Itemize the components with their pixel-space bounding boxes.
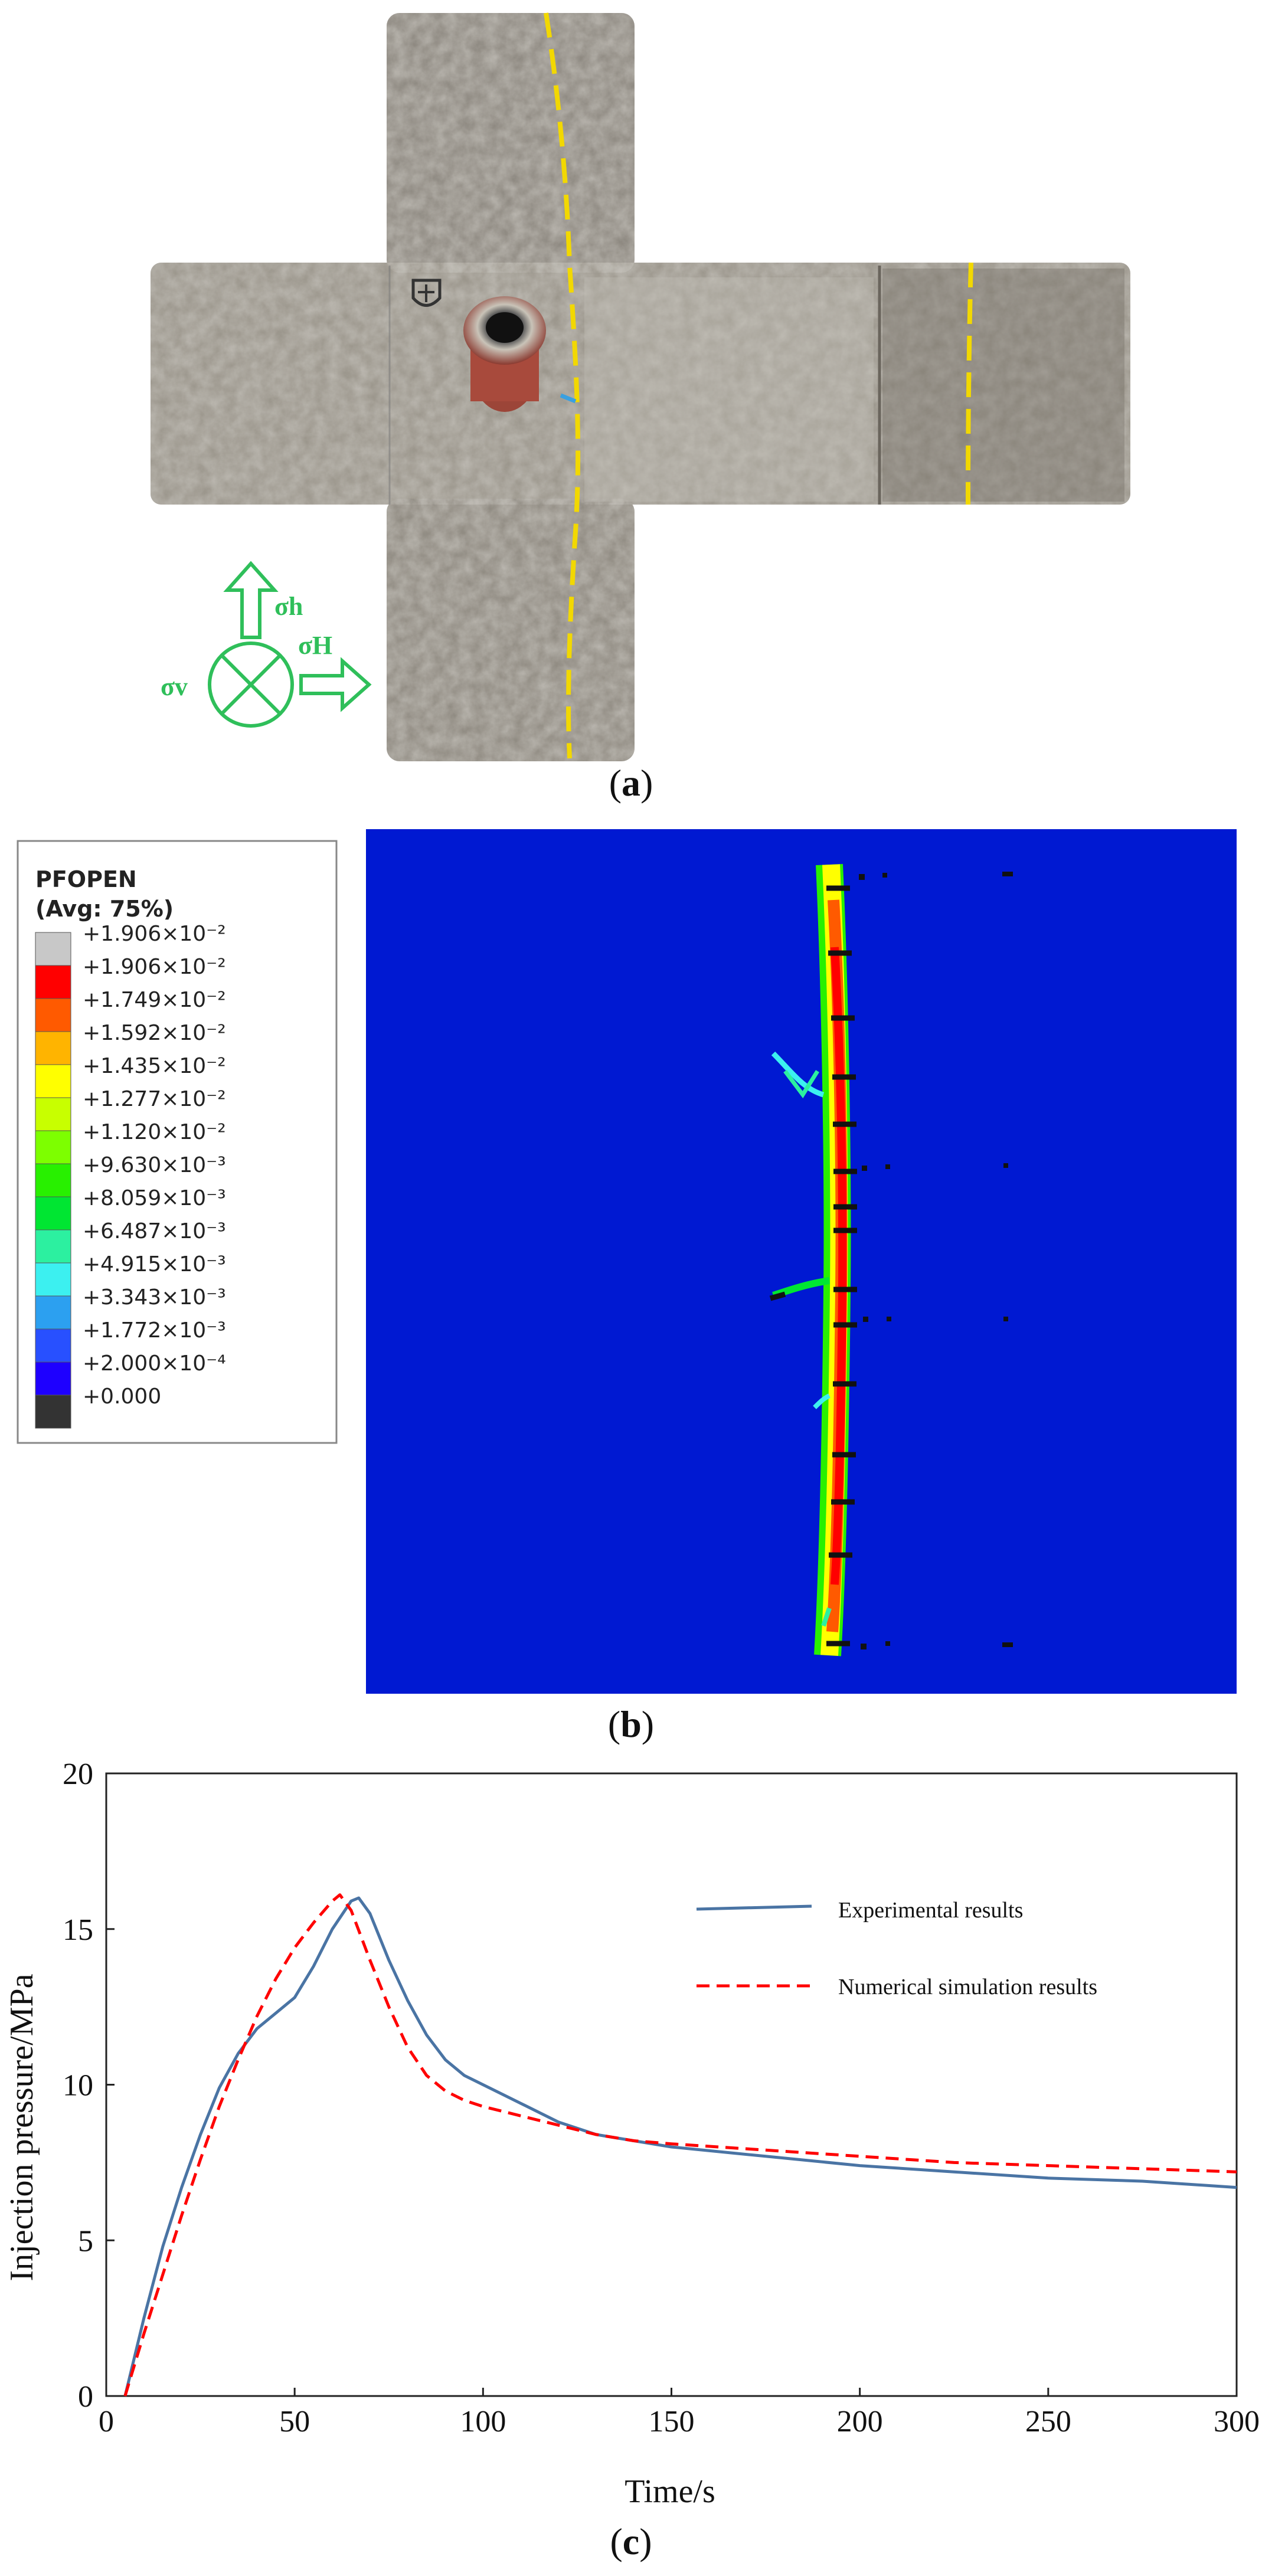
caption-c-letter: c [622,2521,640,2562]
legend-swatch [35,1031,71,1065]
x-tick-label: 150 [649,2405,695,2438]
specimen-photo: σh σH σv [151,12,1130,761]
y-tick-label: 15 [63,1913,93,1947]
fracture-trace-line-right [966,262,973,505]
y-tick-label: 10 [63,2069,93,2103]
panel-c: 0 50 100 150 200 250 300 0 5 10 15 20 Experimental … [0,1757,1262,2573]
contour-plot [366,829,1237,1694]
specimen-mark-icon [411,279,442,307]
crack-marker [560,393,577,404]
series-line-experimental [123,1896,1237,2397]
borehole-icon [463,296,546,412]
legend-swatch [35,1262,71,1297]
y-tick-label: 5 [78,2224,93,2258]
legend-swatch [35,1163,71,1197]
legend-entry-label: +1.772×10⁻³ [83,1318,226,1343]
legend-entry-label: +9.630×10⁻³ [83,1153,226,1177]
legend-label: Experimental results [838,1898,1023,1923]
panel-b: PFOPEN (Avg: 75%) +1.906×10⁻² +1.906×10⁻²… [0,817,1262,1738]
legend-label: Numerical simulation results [838,1975,1097,1999]
legend-entry-label: +0.000 [83,1384,161,1409]
legend-entry-label: +2.000×10⁻⁴ [83,1351,226,1376]
legend-swatch [35,1361,71,1396]
legend-entry-label: +6.487×10⁻³ [83,1219,226,1243]
legend-swatch [35,1130,71,1164]
legend-entry-label: +1.120×10⁻² [83,1120,226,1144]
x-tick-label: 50 [279,2405,310,2438]
legend-swatch [35,998,71,1032]
x-axis-label: Time/s [625,2473,715,2510]
x-tick-label: 0 [99,2405,114,2438]
legend-swatch [35,932,71,966]
fracture-trace-line [544,12,581,759]
x-tick-label: 200 [837,2405,883,2438]
legend-title: PFOPEN [35,866,137,892]
legend-swatch [35,1064,71,1098]
legend-swatch [35,1295,71,1330]
legend-entry-label: +1.277×10⁻² [83,1087,226,1111]
x-tick-label: 100 [460,2405,506,2438]
x-tick-label: 300 [1214,2405,1260,2438]
y-tick-label: 20 [63,1762,93,1791]
legend-entry-label: +4.915×10⁻³ [83,1252,226,1276]
legend-subtitle: (Avg: 75%) [35,896,174,922]
contour-legend: PFOPEN (Avg: 75%) +1.906×10⁻² +1.906×10⁻²… [17,840,338,1444]
sigma-H-label: σH [298,631,332,660]
legend-entry-label: +8.059×10⁻³ [83,1186,226,1210]
plot-frame [105,1772,1238,2397]
legend-swatch [35,1196,71,1230]
legend-entry-label: +1.906×10⁻² [83,955,226,979]
caption-b: (b) [607,1703,655,1745]
caption-b-letter: b [620,1703,642,1745]
legend-entry-label: +1.749×10⁻² [83,988,226,1012]
legend-line [696,1904,812,1911]
y-tick-label: 0 [78,2380,93,2414]
legend-entry-label: +1.906×10⁻² [83,922,226,946]
legend-swatch [35,1328,71,1363]
legend-entry-label: +3.343×10⁻³ [83,1285,226,1310]
legend-entry-label: +1.435×10⁻² [83,1054,226,1078]
pressure-chart: 0 50 100 150 200 250 300 0 5 10 15 20 Experimental … [4,1757,1260,2510]
series-line-simulation [123,1893,1237,2397]
sigma-h-label: σh [274,592,303,621]
legend-swatch [35,1229,71,1264]
x-tick-label: 250 [1025,2405,1071,2438]
caption-a-letter: a [622,762,640,804]
stress-symbol [208,561,372,728]
panel-a: σh σH σv [0,0,1262,814]
y-axis-label: Injection pressure/MPa [4,1973,40,2281]
legend-entry-label: +1.592×10⁻² [83,1021,226,1045]
rock-specimen [151,13,1130,761]
caption-a: (a) [609,762,653,804]
sigma-v-label: σv [161,672,188,701]
legend-swatch [35,1097,71,1131]
caption-c: (c) [610,2521,652,2562]
legend-swatch [35,1395,71,1429]
legend-swatch [35,965,71,999]
